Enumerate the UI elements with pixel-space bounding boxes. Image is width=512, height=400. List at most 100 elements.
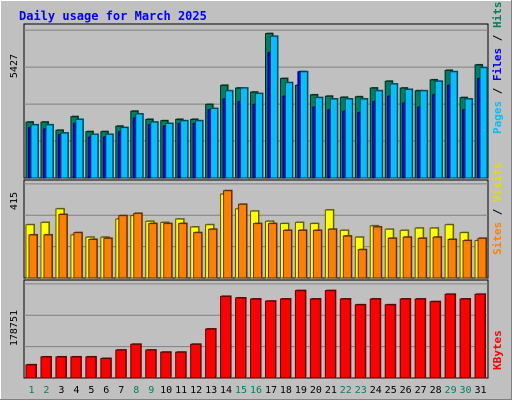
x-tick-label-day-7: 7 — [118, 385, 124, 396]
x-tick-label-day-29: 29 — [445, 385, 457, 396]
x-tick-label-day-13: 13 — [205, 385, 217, 396]
bar-kbytes-day-29 — [444, 293, 456, 379]
bar-kbytes-day-1 — [25, 364, 37, 379]
bar-sites-day-29 — [447, 238, 457, 279]
bar-pages-day-3 — [60, 132, 69, 179]
bar-kbytes-day-19 — [294, 290, 306, 379]
axis-label-separator: / — [491, 81, 504, 101]
bar-pages-day-13 — [210, 108, 219, 179]
x-tick-label-day-5: 5 — [88, 385, 94, 396]
x-tick-label-day-30: 30 — [460, 385, 472, 396]
x-tick-label-day-24: 24 — [370, 385, 382, 396]
bar-sites-day-19 — [297, 229, 307, 279]
bar-pages-day-1 — [30, 124, 39, 179]
x-tick-label-day-23: 23 — [355, 385, 367, 396]
bar-pages-day-28 — [434, 80, 443, 179]
axis-labels-layer: 5427 Pages / Files / Hits 415 Sites / Visit… — [9, 2, 504, 371]
bar-kbytes-day-15 — [235, 297, 247, 379]
bar-pages-day-30 — [464, 98, 473, 179]
bar-pages-day-16 — [255, 93, 264, 179]
right-axis-label-hits-files-pages: Pages / Files / Hits — [491, 2, 504, 135]
x-tick-label-day-22: 22 — [340, 385, 352, 396]
bar-kbytes-day-31 — [474, 293, 486, 379]
bar-sites-day-18 — [282, 229, 292, 279]
bar-pages-day-29 — [449, 71, 458, 179]
bar-kbytes-day-26 — [399, 298, 411, 379]
bar-sites-day-6 — [103, 237, 113, 279]
bar-pages-day-18 — [284, 82, 293, 179]
bar-pages-day-23 — [359, 98, 368, 179]
axis-label-kbytes: KBytes — [491, 330, 504, 370]
bar-kbytes-day-14 — [220, 295, 232, 379]
y-tick-label-kbytes: 178751 — [9, 310, 20, 346]
bar-pages-day-22 — [344, 98, 353, 179]
axis-label-separator: / — [491, 28, 504, 48]
bar-pages-day-10 — [165, 123, 174, 179]
bar-kbytes-day-22 — [339, 298, 351, 379]
x-tick-label-day-31: 31 — [474, 385, 486, 396]
bar-kbytes-day-11 — [175, 351, 187, 379]
x-tick-label-day-19: 19 — [295, 385, 307, 396]
bar-kbytes-day-18 — [279, 298, 291, 379]
bar-sites-day-31 — [477, 237, 487, 279]
bar-sites-day-26 — [402, 236, 412, 279]
axis-label-sites: Sites — [491, 222, 504, 255]
x-tick-label-day-20: 20 — [310, 385, 322, 396]
bar-kbytes-day-6 — [100, 358, 112, 379]
bar-pages-day-25 — [389, 83, 398, 179]
x-tick-label-day-3: 3 — [58, 385, 64, 396]
bar-pages-day-26 — [404, 88, 413, 179]
bar-sites-day-4 — [73, 232, 83, 279]
x-tick-label-day-14: 14 — [220, 385, 232, 396]
bar-pages-day-24 — [374, 90, 383, 179]
bar-sites-day-17 — [267, 223, 277, 279]
x-tick-label-day-4: 4 — [73, 385, 79, 396]
bar-sites-day-16 — [253, 223, 263, 279]
axis-label-pages: Pages — [491, 101, 504, 134]
bar-sites-day-15 — [238, 203, 248, 279]
bar-sites-day-23 — [357, 249, 367, 279]
bar-sites-day-28 — [432, 236, 442, 279]
x-tick-label-day-28: 28 — [430, 385, 442, 396]
x-tick-label-day-9: 9 — [148, 385, 154, 396]
axis-label-files: Files — [491, 48, 504, 81]
bar-kbytes-day-3 — [55, 356, 67, 379]
bar-sites-day-1 — [28, 234, 38, 279]
bar-pages-day-5 — [90, 133, 99, 179]
bar-pages-day-21 — [329, 98, 338, 179]
bar-kbytes-day-5 — [85, 356, 97, 379]
x-tick-label-day-25: 25 — [385, 385, 397, 396]
bar-pages-day-27 — [419, 90, 428, 179]
bar-sites-day-13 — [208, 228, 218, 279]
bar-pages-day-19 — [299, 71, 308, 179]
bar-sites-day-8 — [133, 212, 143, 279]
bar-sites-day-5 — [88, 238, 98, 279]
x-tick-label-day-15: 15 — [235, 385, 247, 396]
bar-kbytes-day-20 — [309, 298, 321, 379]
bar-kbytes-day-16 — [250, 298, 262, 379]
bar-kbytes-day-7 — [115, 349, 127, 379]
bar-sites-day-14 — [223, 190, 233, 279]
x-tick-label-day-12: 12 — [190, 385, 202, 396]
x-tick-label-day-11: 11 — [175, 385, 187, 396]
x-tick-labels: 1 2 3 4 5 6 7 8 9 10 11 12 13 14 15 16 17 18 19 20 21 22 23 24 2… — [28, 385, 486, 396]
x-tick-label-day-10: 10 — [160, 385, 172, 396]
x-tick-label-day-8: 8 — [133, 385, 139, 396]
bars-layer — [25, 32, 489, 379]
bar-sites-day-10 — [163, 223, 173, 279]
bar-kbytes-day-2 — [40, 356, 52, 379]
bar-sites-day-9 — [148, 223, 158, 279]
bar-sites-day-27 — [417, 237, 427, 279]
bar-pages-day-6 — [105, 133, 114, 179]
axis-label-visits: Visits — [491, 162, 504, 202]
y-tick-label-visits-sites: 415 — [9, 192, 20, 210]
bar-sites-day-22 — [342, 235, 352, 279]
bar-pages-day-12 — [195, 120, 204, 179]
axis-label-hits: Hits — [491, 2, 504, 29]
bar-kbytes-day-9 — [145, 349, 157, 379]
bar-kbytes-day-25 — [384, 304, 396, 379]
right-axis-label-visits-sites: Sites / Visits — [491, 162, 504, 255]
bar-pages-day-7 — [120, 127, 129, 179]
